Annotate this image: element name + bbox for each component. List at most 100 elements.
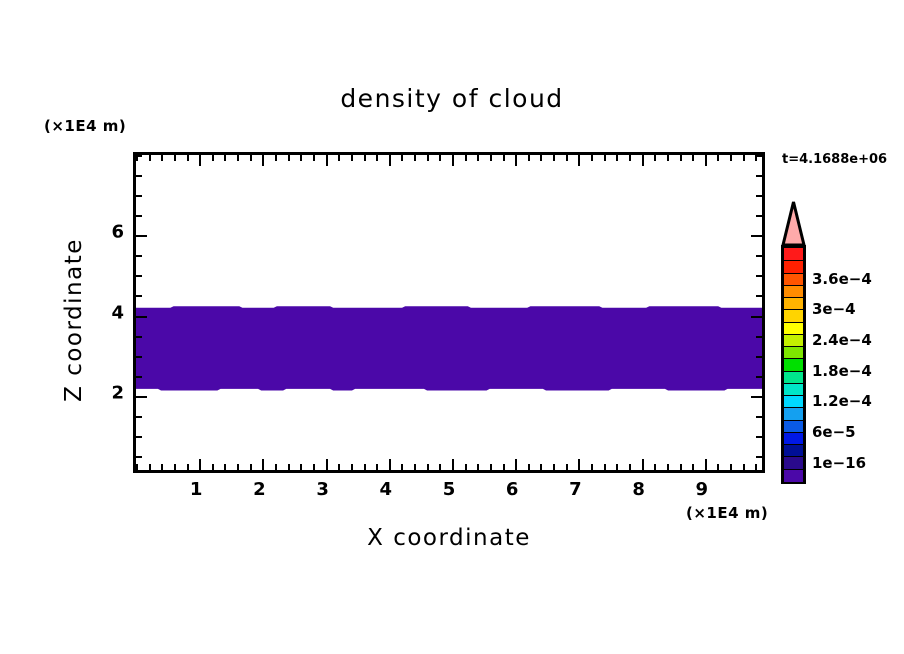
y-minor-tick-right bbox=[756, 335, 762, 338]
y-minor-tick-right bbox=[756, 415, 762, 418]
colorbar-cell bbox=[784, 248, 803, 261]
x-minor-tick-top bbox=[287, 155, 290, 161]
x-major-tick bbox=[515, 459, 518, 470]
x-minor-tick-top bbox=[540, 155, 543, 161]
colorbar-cell-divider bbox=[784, 260, 803, 262]
colorbar-cell-divider bbox=[784, 407, 803, 409]
x-minor-tick-top bbox=[148, 155, 151, 161]
x-minor-tick-top bbox=[237, 155, 240, 161]
x-minor-tick-top bbox=[591, 155, 594, 161]
x-minor-tick bbox=[755, 464, 758, 470]
x-major-tick-top bbox=[641, 155, 644, 166]
x-minor-tick bbox=[679, 464, 682, 470]
x-minor-tick bbox=[553, 464, 556, 470]
x-tick-label: 6 bbox=[505, 479, 519, 500]
colorbar-cell bbox=[784, 444, 803, 458]
x-minor-tick-top bbox=[186, 155, 189, 161]
x-major-tick bbox=[199, 459, 202, 470]
cloud-density-band bbox=[136, 306, 762, 391]
x-minor-tick bbox=[540, 464, 543, 470]
x-major-tick bbox=[452, 459, 454, 470]
x-minor-tick-top bbox=[666, 155, 669, 161]
y-minor-tick bbox=[136, 295, 142, 298]
colorbar-cell bbox=[784, 456, 803, 470]
y-minor-tick bbox=[136, 175, 142, 178]
colorbar-label: 1.8e−4 bbox=[812, 361, 872, 380]
x-major-tick-top bbox=[515, 155, 518, 166]
x-axis-unit-label: (×1E4 m) bbox=[686, 504, 769, 522]
x-major-tick bbox=[262, 459, 265, 470]
y-minor-tick-right bbox=[756, 175, 762, 178]
x-minor-tick bbox=[161, 464, 164, 470]
colorbar-cell-divider bbox=[784, 419, 803, 421]
y-minor-tick-right bbox=[756, 255, 762, 258]
x-minor-tick-top bbox=[755, 155, 758, 161]
x-minor-tick-top bbox=[275, 155, 278, 161]
x-minor-tick bbox=[338, 464, 341, 470]
colorbar-cell-divider bbox=[784, 358, 803, 360]
x-minor-tick-top bbox=[173, 155, 176, 161]
y-minor-tick bbox=[136, 195, 142, 198]
x-minor-tick-top bbox=[527, 155, 530, 161]
x-minor-tick-top bbox=[477, 155, 480, 161]
y-minor-tick-right bbox=[756, 275, 762, 278]
x-minor-tick bbox=[237, 464, 240, 470]
colorbar-label: 6e−5 bbox=[812, 422, 856, 441]
x-minor-tick bbox=[300, 464, 303, 470]
plot-area bbox=[133, 152, 765, 473]
colorbar-label: 1e−16 bbox=[812, 453, 867, 472]
colorbar bbox=[781, 245, 806, 484]
x-minor-tick bbox=[527, 464, 530, 470]
colorbar-cell-divider bbox=[784, 444, 803, 446]
page-title: density of cloud bbox=[340, 84, 564, 113]
y-major-tick bbox=[136, 235, 147, 238]
x-minor-tick bbox=[136, 464, 138, 470]
colorbar-cell bbox=[784, 431, 803, 445]
y-tick-label: 2 bbox=[111, 382, 124, 404]
colorbar-cell bbox=[784, 395, 803, 409]
x-minor-tick bbox=[565, 464, 568, 470]
colorbar-cell bbox=[784, 346, 803, 359]
x-minor-tick-top bbox=[717, 155, 720, 161]
x-minor-tick-top bbox=[312, 155, 315, 161]
y-minor-tick-right bbox=[756, 435, 762, 438]
x-minor-tick bbox=[666, 464, 669, 470]
x-minor-tick bbox=[275, 464, 278, 470]
x-minor-tick-top bbox=[603, 155, 606, 161]
x-major-tick-top bbox=[704, 155, 707, 166]
colorbar-label: 1.2e−4 bbox=[812, 392, 872, 411]
y-major-tick-right bbox=[751, 315, 762, 318]
x-minor-tick-top bbox=[350, 155, 353, 161]
x-minor-tick bbox=[692, 464, 695, 470]
x-minor-tick-top bbox=[376, 155, 379, 161]
x-minor-tick-top bbox=[502, 155, 505, 161]
y-minor-tick-right bbox=[756, 375, 762, 378]
y-minor-tick bbox=[136, 155, 142, 157]
x-minor-tick-top bbox=[464, 155, 467, 161]
x-minor-tick-top bbox=[300, 155, 303, 161]
x-tick-label: 5 bbox=[442, 479, 456, 500]
y-minor-tick bbox=[136, 355, 142, 358]
x-tick-label: 9 bbox=[695, 479, 709, 500]
x-minor-tick bbox=[717, 464, 720, 470]
time-annotation: t=4.1688e+06 bbox=[782, 152, 888, 167]
y-axis-unit-label: (×1E4 m) bbox=[44, 117, 127, 135]
colorbar-cell bbox=[784, 272, 803, 286]
x-minor-tick-top bbox=[730, 155, 733, 161]
x-minor-tick-top bbox=[211, 155, 214, 161]
x-minor-tick bbox=[426, 464, 429, 470]
x-minor-tick-top bbox=[553, 155, 556, 161]
x-major-tick bbox=[578, 459, 581, 470]
x-minor-tick bbox=[173, 464, 176, 470]
x-minor-tick bbox=[186, 464, 189, 470]
x-minor-tick-top bbox=[224, 155, 227, 161]
x-major-tick-top bbox=[578, 155, 581, 166]
x-tick-label: 4 bbox=[379, 479, 393, 500]
colorbar-cell-divider bbox=[784, 395, 803, 397]
x-minor-tick-top bbox=[439, 155, 442, 161]
x-minor-tick bbox=[376, 464, 379, 470]
y-major-tick-right bbox=[751, 395, 762, 398]
y-minor-tick-right bbox=[756, 455, 762, 458]
x-major-tick-top bbox=[199, 155, 202, 166]
y-minor-tick bbox=[136, 435, 142, 438]
